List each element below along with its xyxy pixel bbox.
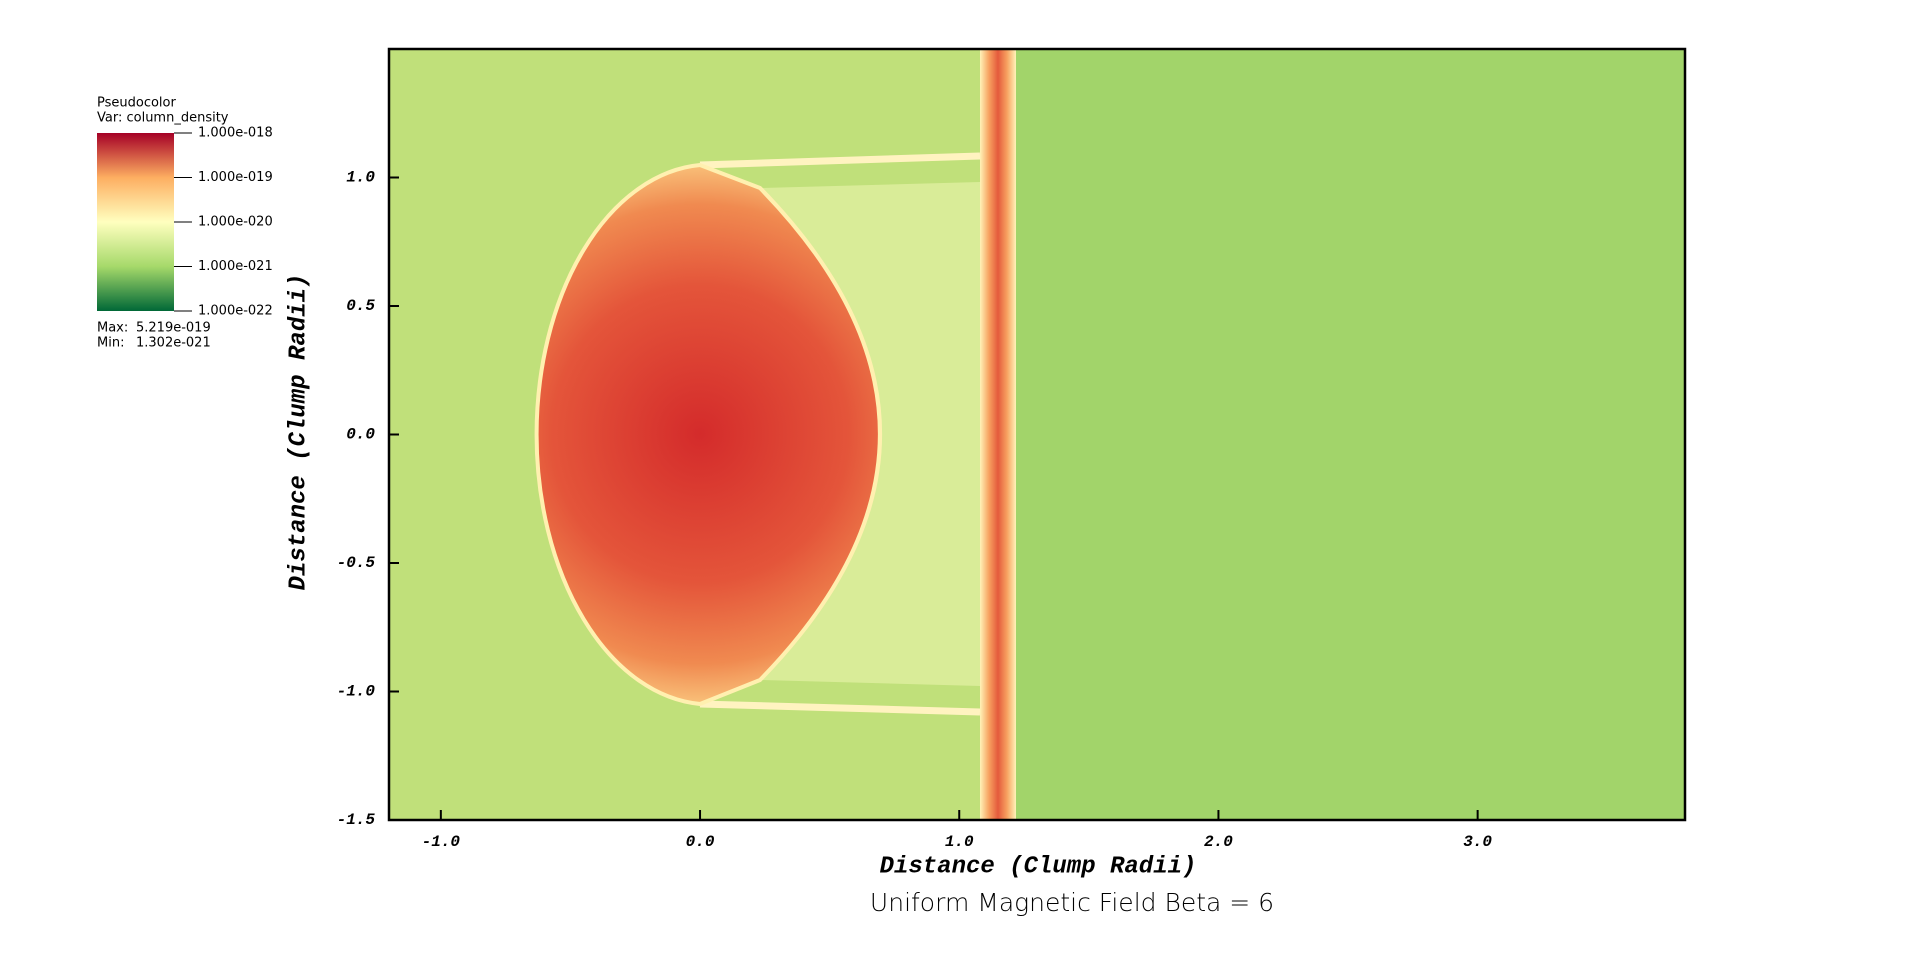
legend-min-caption: Min: [97,336,124,351]
background-right [989,49,1685,820]
pseudocolor-image [389,49,1685,820]
y-tick-label: 1.0 [346,169,375,187]
legend-max-caption: Max: [97,321,128,336]
shock-band [980,49,1016,820]
legend-min: 1.302e-021 [136,336,211,351]
legend-max: 5.219e-019 [136,321,211,336]
colorbar-tick-label: 1.000e-019 [198,170,273,185]
x-tick-label: 2.0 [1204,833,1233,851]
y-tick-label: -1.5 [337,811,376,829]
colorbar-tick-label: 1.000e-018 [198,126,273,141]
y-tick-label: -0.5 [337,554,376,572]
legend-variable: Var: column_density [97,111,229,126]
colorbar-tick-label: 1.000e-022 [198,304,273,319]
upper-tail [699,152,981,169]
legend-title: Pseudocolor [97,96,176,111]
chart-title: Uniform Magnetic Field Beta = 6 [870,888,1274,917]
x-tick-label: 1.0 [945,833,974,851]
x-tick-label: 0.0 [686,833,715,851]
colorbar [97,133,174,311]
lower-tail [699,700,981,716]
y-tick-label: -1.0 [337,683,376,701]
colorbar-tick-label: 1.000e-021 [198,259,273,274]
y-tick-label: 0.0 [346,426,375,444]
x-tick-label: 3.0 [1463,833,1492,851]
colorbar-tick-label: 1.000e-020 [198,215,273,230]
y-tick-label: 0.5 [346,297,375,315]
x-tick-label: -1.0 [422,833,461,851]
clump [534,162,882,707]
x-axis-title: Distance (Clump Radii) [880,853,1197,880]
wake-region [760,182,980,686]
y-axis-title: Distance (Clump Radii) [285,274,312,591]
